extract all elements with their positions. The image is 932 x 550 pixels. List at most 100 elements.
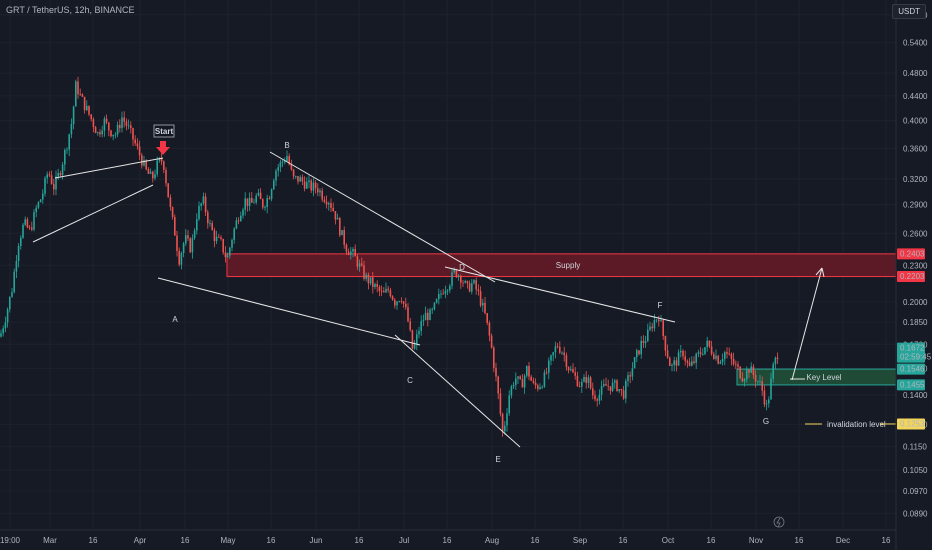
candle-body <box>578 386 581 387</box>
candle-body <box>90 114 92 120</box>
trend-line <box>444 266 676 323</box>
price-tick-label: 0.4000 <box>903 117 928 126</box>
wave-label-e: E <box>495 455 500 464</box>
candle-body <box>539 387 541 389</box>
candle-body <box>427 312 429 321</box>
price-tick-label: 0.5400 <box>903 38 928 47</box>
candle-body <box>614 380 616 383</box>
wave-label-a: A <box>172 315 178 324</box>
candle-body <box>746 369 748 380</box>
candle-body <box>640 340 642 355</box>
candle-body <box>207 212 209 224</box>
price-label-text: 0.1455 <box>900 380 925 389</box>
candle-body <box>576 375 579 387</box>
candle-body <box>699 352 702 355</box>
candle-body <box>565 355 568 368</box>
price-tick-label: 0.0890 <box>903 509 928 518</box>
time-tick-label: Mar <box>43 536 57 545</box>
wave-label-b: B <box>284 141 289 150</box>
candle-body <box>387 288 389 291</box>
candle-body <box>132 128 134 140</box>
candle-body <box>28 227 31 229</box>
candle-body <box>77 81 79 95</box>
candle-body <box>402 301 405 304</box>
candle-body <box>592 388 594 396</box>
candle-body <box>385 288 387 293</box>
candle-body <box>737 364 739 367</box>
candle-body <box>222 238 224 253</box>
candle-body <box>739 366 741 379</box>
price-axis[interactable]: 0.60000.54000.48000.44000.40000.36000.32… <box>895 0 932 550</box>
candle-body <box>275 170 277 181</box>
candle-body <box>163 161 165 170</box>
candle-body <box>39 199 42 203</box>
candle-body <box>119 124 121 129</box>
candle-body <box>644 341 647 344</box>
candle-body <box>134 139 136 144</box>
time-tick-label: Oct <box>662 536 675 545</box>
time-tick-label: Apr <box>134 536 147 545</box>
candle-body <box>297 176 299 182</box>
candle-body <box>53 183 55 190</box>
candle-body <box>625 381 627 399</box>
candle-body <box>383 290 385 293</box>
candle-body <box>24 219 26 225</box>
candle-body <box>719 361 722 364</box>
candle-body <box>209 223 211 224</box>
price-tick-label: 0.0970 <box>903 487 928 496</box>
candle-body <box>526 365 528 376</box>
key-level-label: Key Level <box>806 373 841 382</box>
candle-body <box>411 330 414 349</box>
candle-body <box>721 358 724 362</box>
candle-body <box>405 303 407 308</box>
candle-body <box>288 156 290 165</box>
candle-body <box>605 384 607 386</box>
candle-body <box>0 333 2 337</box>
candle-body <box>295 176 297 177</box>
candle-body <box>638 350 640 355</box>
candle-body <box>479 291 482 306</box>
candle-body <box>310 180 312 191</box>
candle-body <box>171 207 174 217</box>
candle-body <box>378 286 381 291</box>
candle-body <box>429 309 431 321</box>
candle-body <box>501 413 504 432</box>
candle-body <box>306 182 308 189</box>
candle-body <box>471 283 473 292</box>
candle-body <box>105 118 108 123</box>
candle-body <box>585 376 587 383</box>
symbol-title[interactable]: GRT / TetherUS, 12h, BINANCE <box>6 5 135 15</box>
candle-body <box>708 340 711 347</box>
candle-body <box>763 390 766 405</box>
candle-body <box>407 307 409 322</box>
candle-body <box>330 203 332 208</box>
candle-body <box>666 350 669 358</box>
time-axis[interactable]: 19:00 Mar 16 Apr 16 May 16 Jun 16 Jul 16 Aug 16 Sep 16… <box>0 529 896 545</box>
candle-body <box>61 164 64 176</box>
candle-body <box>193 230 196 239</box>
candle-body <box>444 290 447 294</box>
candle-body <box>246 198 249 207</box>
currency-badge[interactable]: USDT <box>892 4 926 19</box>
candle-body <box>484 302 486 314</box>
price-label-bg <box>897 379 925 391</box>
candle-body <box>512 385 515 387</box>
candle-body <box>376 283 378 287</box>
lightning-bolt-icon <box>776 517 781 528</box>
candle-body <box>50 175 53 184</box>
candle-body <box>79 94 81 95</box>
candle-body <box>103 118 106 131</box>
candle-body <box>776 357 779 359</box>
candle-body <box>231 239 233 248</box>
candle-body <box>152 171 154 179</box>
candle-body <box>354 248 356 257</box>
candle-body <box>35 207 37 213</box>
candle-body <box>616 380 618 391</box>
candle-body <box>741 378 744 382</box>
candle-body <box>774 357 777 365</box>
candle-body <box>196 219 198 231</box>
time-tick-label: 16 <box>707 536 716 545</box>
candle-body <box>772 364 774 379</box>
candle-body <box>182 243 185 253</box>
